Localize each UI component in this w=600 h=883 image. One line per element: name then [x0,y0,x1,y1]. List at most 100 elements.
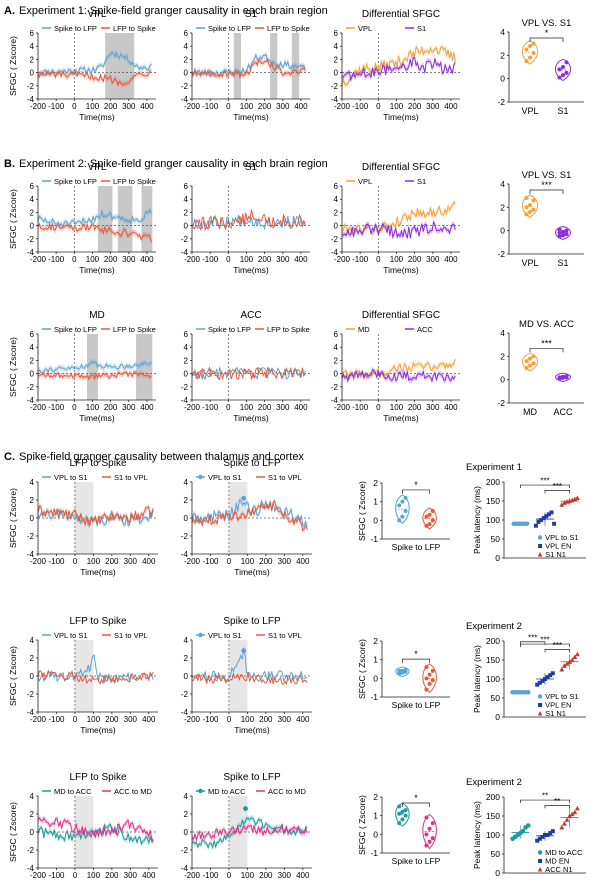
violin-2 [555,58,571,82]
y-tick-label: 0 [30,828,35,837]
comparison-label: ** [542,792,548,801]
violin-2-point [427,672,432,677]
y-tick-label: 0 [184,69,189,78]
y-tick-label: -2 [497,249,505,259]
violin-2-point [430,836,435,841]
x-tick-label: 300 [122,102,136,111]
y-tick-label: -2 [27,235,35,244]
legend-marker [537,552,543,557]
x-tick-label: -100 [48,871,65,880]
y-tick-label: 200 [486,636,500,646]
x-tick-label: 400 [294,102,308,111]
x-tick-label: 0 [227,715,232,724]
point-s1-n1 [559,666,565,672]
x-tick-label: -200 [30,255,47,264]
y-tick-label: 0 [184,370,189,379]
x-axis-label: Time(ms) [383,112,419,122]
violin-2 [422,813,437,850]
y-axis-label: SFGC ( Zscore) [8,36,18,96]
violin-1-point [397,503,402,508]
y-axis-label: Peak latency (ms) [472,486,482,554]
y-tick-label: 4 [334,343,339,352]
chart-title: Differential SFGC [362,310,440,321]
y-tick-label: 4 [30,636,35,645]
x-tick-label: 0 [376,255,381,264]
series-band-1 [342,199,456,238]
point-vpl-en [537,680,542,685]
violin-1-point [531,51,536,55]
violin-1-point [403,495,408,500]
point-vpl-en [540,678,545,683]
x-tick-label: 0 [73,871,78,880]
point-vpl-en [541,516,546,521]
legend-label-1: MD to ACC [54,787,92,796]
y-tick-label: 0 [30,672,35,681]
chart-C6: Spike to LFP VPL to S1 S1 to VPL -4 -2 0 2 4 -20… [181,616,312,735]
y-tick-label: 4 [500,27,505,37]
x-tick-label: 0 [72,255,77,264]
violin-1 [395,666,410,678]
x-axis-label: Time(ms) [234,567,270,577]
x-tick-label: 400 [296,557,310,566]
violin-2-point [430,518,435,523]
violin-2-point [424,514,429,519]
violin-1-point [531,207,536,212]
y-tick-label: 2 [184,496,189,505]
comparison-bracket [520,643,570,648]
comparison-label: *** [540,477,549,486]
legend-label-2: S1 to VPL [114,631,148,640]
violin-2-point [427,681,432,686]
x-tick-label: 200 [105,557,119,566]
x-tick-label: 100 [241,715,255,724]
violin-2-point [430,821,435,826]
x-tick-label: 300 [276,255,290,264]
legend-marker [538,703,543,707]
x-group-label: S1 [557,258,568,268]
y-tick-label: 2 [30,55,35,64]
series-line-1 [37,823,154,846]
chart-title: MD [89,310,105,321]
x-tick-label: -100 [202,557,219,566]
point-md-en [540,834,545,839]
y-tick-label: 6 [334,330,339,339]
y-axis-label: SFGC ( Zscore) [357,795,367,855]
x-tick-label: 400 [296,871,310,880]
legend-label-1: MD to ACC [208,787,246,796]
series-band-1 [38,821,154,847]
chart-title: S1 [245,9,258,20]
series-band-1 [342,43,456,89]
y-tick-label: 0 [334,222,339,231]
shaded-window-2 [136,334,153,400]
x-tick-label: -200 [30,715,47,724]
violin-1-point [403,808,408,813]
violin-2 [422,507,437,530]
x-tick-label: -200 [334,102,351,111]
y-tick-label: 2 [500,202,505,212]
point-vpl-en [550,671,555,676]
chart-title: ACC [240,310,261,321]
chart-title: VPL VS. S1 [522,170,572,181]
violin-1-point [531,354,536,359]
shaded-window-1 [74,640,94,712]
x-tick-label: 100 [87,871,101,880]
point-md-en [545,833,550,837]
y-tick-label: -1 [370,534,378,544]
violin-1-point [524,212,529,217]
y-tick-label: 4 [30,343,35,352]
y-tick-label: -2 [181,532,189,541]
comparison-bracket [520,484,570,489]
y-tick-label: 4 [184,636,189,645]
significance-label: * [545,28,549,38]
violin-2-point [561,73,565,78]
violin-1-point [531,361,536,366]
violin-1-point [524,47,529,52]
chart-C2: Spike to LFP VPL to S1 S1 to VPL -4 -2 0 2 4 -20… [181,458,312,577]
violin-2-point [564,70,569,75]
y-tick-label: 0 [500,74,505,84]
chart-B1: VPL Spike to LFP LFP to Spike -4 -2 0 2 4 6 -200-… [8,162,156,275]
point-vpl-en [536,519,541,524]
y-tick-label: 0 [30,370,35,379]
y-axis-label: SFGC ( Zscore) [357,481,367,541]
x-axis-label: Time(ms) [233,413,269,423]
